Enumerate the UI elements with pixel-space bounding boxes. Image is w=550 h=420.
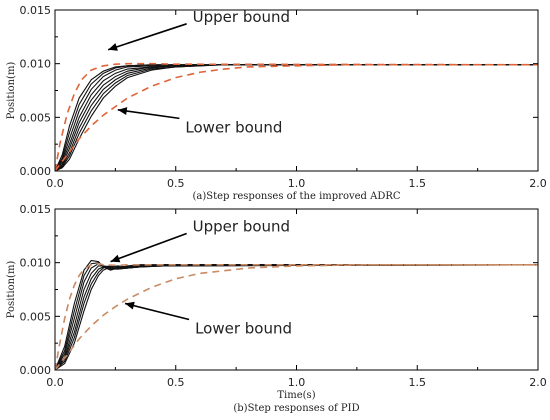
response-curves — [55, 259, 538, 370]
x-tick-label: 1.0 — [288, 376, 306, 389]
response-curve-8 — [55, 64, 538, 171]
annotation-arrow-head — [110, 254, 121, 263]
y-tick-label: 0.000 — [20, 364, 52, 377]
annotation-arrow-head — [108, 43, 118, 51]
lower-bound-annotation: Lower bound — [195, 320, 292, 338]
plot-frame — [54, 208, 539, 371]
annotation-arrow-shaft — [110, 232, 187, 263]
annotation-arrow-head — [117, 107, 128, 116]
upper-bound-annotation: Upper bound — [193, 218, 290, 236]
annotation-arrow-shaft — [107, 23, 187, 51]
response-curve-4 — [55, 64, 538, 171]
response-curve-3 — [55, 64, 538, 171]
y-tick-label: 0.015 — [20, 4, 52, 17]
upper-bound-line — [55, 62, 538, 171]
plot-frame — [54, 9, 539, 172]
response-curve-6 — [55, 264, 538, 370]
response-curve-1 — [55, 259, 538, 370]
response-curve-3 — [55, 263, 538, 370]
y-tick-label: 0.010 — [20, 58, 52, 71]
lower-bound-annotation: Lower bound — [185, 118, 282, 136]
x-tick-label: 1.5 — [409, 177, 427, 190]
upper-bound-line — [55, 262, 538, 370]
response-curve-5 — [55, 64, 538, 171]
upper-bound-annotation: Upper bound — [193, 8, 290, 26]
annotation-arrow-shaft — [117, 109, 180, 120]
response-curve-7 — [55, 64, 538, 171]
response-curve-1 — [55, 64, 538, 171]
response-curve-6 — [55, 64, 538, 171]
x-tick-label: 2.0 — [529, 177, 547, 190]
response-curve-2 — [55, 262, 538, 370]
x-tick-label: 0.5 — [167, 376, 185, 389]
response-curve-2 — [55, 64, 538, 171]
response-curves — [55, 62, 538, 171]
lower-bound-line — [55, 63, 538, 171]
y-tick-label: 0.010 — [20, 257, 52, 270]
x-tick-label: 0.0 — [46, 376, 64, 389]
y-axis-label: Position(m) — [6, 261, 17, 319]
y-tick-label: 0.005 — [20, 310, 52, 323]
response-curve-5 — [55, 264, 538, 370]
x-tick-label: 2.0 — [529, 376, 547, 389]
y-axis-label: Position(m) — [6, 62, 17, 120]
y-tick-label: 0.005 — [20, 111, 52, 124]
panel-caption: (b)Step responses of PID — [233, 403, 359, 414]
panel-a-chart: 0.0 0.5 1.0 1.5 2.0 0.000 0.005 0.010 0.015 Posit… — [6, 4, 547, 202]
y-tick-label: 0.015 — [20, 203, 52, 216]
annotation-arrow-shaft — [124, 302, 190, 321]
x-tick-label: 1.5 — [409, 376, 427, 389]
x-axis-label: Time(s) — [277, 390, 315, 401]
annotation-arrow-head — [125, 301, 135, 310]
y-tick-label: 0.000 — [20, 165, 52, 178]
response-curve-4 — [55, 264, 538, 370]
panel-caption: (a)Step responses of the improved ADRC — [192, 191, 400, 202]
x-tick-label: 0.0 — [46, 177, 64, 190]
panel-b-chart: 0.0 0.5 1.0 1.5 2.0 0.000 0.005 0.010 0.015 Posit… — [6, 203, 547, 414]
response-curve-7 — [55, 264, 538, 370]
x-tick-label: 1.0 — [288, 177, 306, 190]
lower-bound-line — [55, 264, 538, 370]
x-tick-label: 0.5 — [167, 177, 185, 190]
